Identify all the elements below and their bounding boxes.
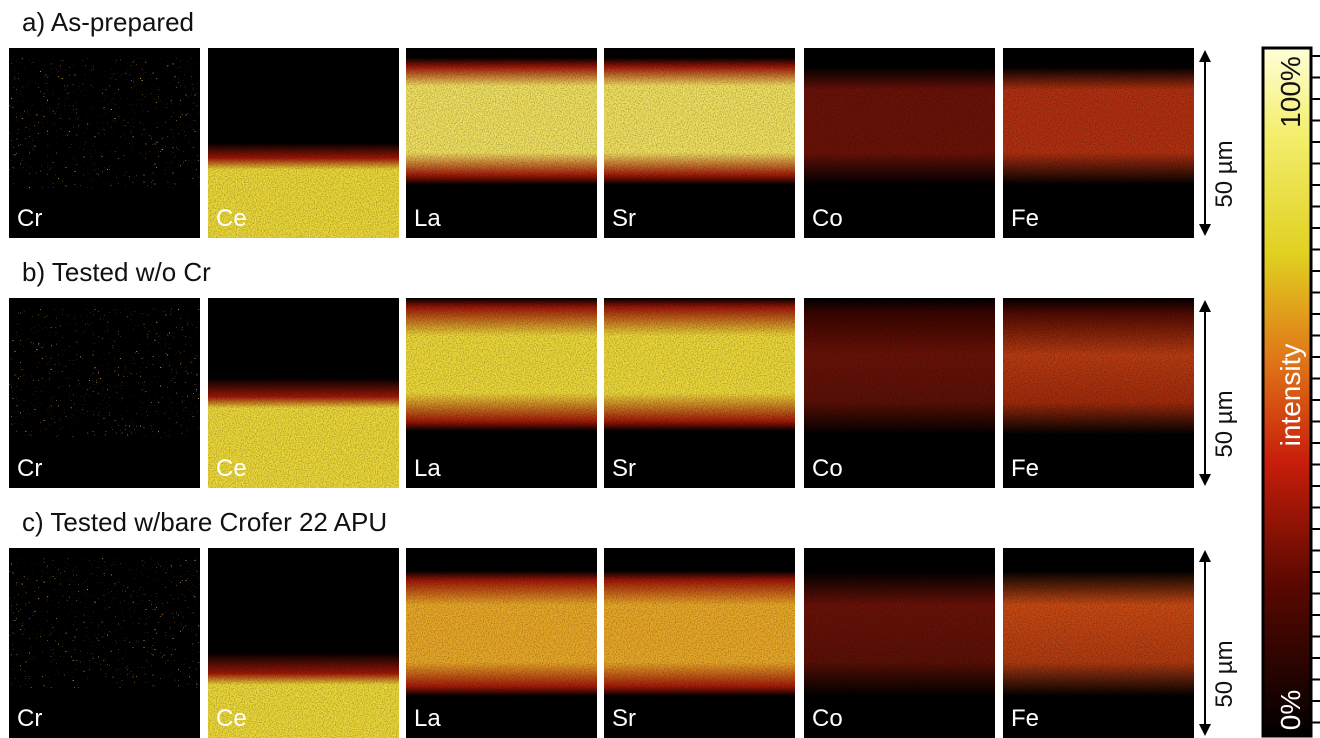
element-map: La — [406, 48, 597, 238]
element-map: Cr — [9, 298, 200, 488]
element-map: Fe — [1003, 548, 1194, 738]
scale-arrow — [1199, 50, 1211, 62]
element-map: Co — [804, 298, 995, 488]
map-noise — [804, 298, 995, 488]
row-title: b) Tested w/o Cr — [22, 257, 211, 287]
scale-arrow — [1199, 550, 1211, 562]
map-noise — [804, 548, 995, 738]
map-noise — [406, 298, 597, 488]
element-map: Co — [804, 48, 995, 238]
scale-arrow — [1199, 300, 1211, 312]
element-label: Sr — [612, 205, 636, 232]
map-noise — [208, 298, 399, 488]
element-map: Ce — [208, 548, 399, 738]
element-label: La — [414, 205, 441, 232]
element-map: Ce — [208, 48, 399, 238]
element-map: Co — [804, 548, 995, 738]
element-map: Cr — [9, 48, 200, 238]
panel-grid: a) As-prepared Cr Ce La Sr Co Fe 50 µm b) Tested… — [9, 7, 1238, 738]
scale-label: 50 µm — [1211, 640, 1238, 707]
element-label: Fe — [1011, 705, 1039, 732]
map-noise — [208, 548, 399, 738]
element-map: La — [406, 298, 597, 488]
element-label: Sr — [612, 705, 636, 732]
map-noise — [604, 548, 795, 738]
element-map: Fe — [1003, 298, 1194, 488]
map-noise — [604, 298, 795, 488]
colorbar-top-label: 100% — [1275, 56, 1306, 128]
element-label: Cr — [17, 205, 42, 232]
element-label: Ce — [216, 205, 247, 232]
element-label: Cr — [17, 455, 42, 482]
map-noise — [1003, 298, 1194, 488]
element-map: Cr — [9, 548, 200, 738]
map-dots — [9, 58, 200, 188]
element-map: Sr — [604, 48, 795, 238]
colorbar-bottom-label: 0% — [1275, 690, 1306, 730]
element-label: Fe — [1011, 205, 1039, 232]
element-map: Sr — [604, 298, 795, 488]
element-label: Co — [812, 705, 843, 732]
map-noise — [804, 48, 995, 238]
element-label: Co — [812, 455, 843, 482]
element-map: Fe — [1003, 48, 1194, 238]
element-label: Co — [812, 205, 843, 232]
map-noise — [406, 48, 597, 238]
map-dots — [9, 558, 200, 688]
row-title: a) As-prepared — [22, 7, 194, 37]
element-label: Fe — [1011, 455, 1039, 482]
scale-arrow — [1199, 724, 1211, 736]
scale-arrow — [1199, 474, 1211, 486]
map-noise — [1003, 548, 1194, 738]
scale-label: 50 µm — [1211, 390, 1238, 457]
map-dots — [9, 308, 200, 438]
element-label: La — [414, 705, 441, 732]
element-label: Ce — [216, 455, 247, 482]
element-label: Sr — [612, 455, 636, 482]
element-label: La — [414, 455, 441, 482]
colorbar: 100% intensity 0% — [1261, 46, 1320, 738]
element-map: La — [406, 548, 597, 738]
element-label: Cr — [17, 705, 42, 732]
scale-arrow — [1199, 224, 1211, 236]
map-noise — [604, 48, 795, 238]
map-noise — [208, 48, 399, 238]
element-map: Sr — [604, 548, 795, 738]
element-label: Ce — [216, 705, 247, 732]
row-title: c) Tested w/bare Crofer 22 APU — [22, 507, 387, 537]
scale-label: 50 µm — [1211, 140, 1238, 207]
map-noise — [406, 548, 597, 738]
colorbar-gradient — [1261, 46, 1313, 738]
map-noise — [1003, 48, 1194, 238]
colorbar-label: intensity — [1275, 344, 1306, 447]
element-map: Ce — [208, 298, 399, 488]
